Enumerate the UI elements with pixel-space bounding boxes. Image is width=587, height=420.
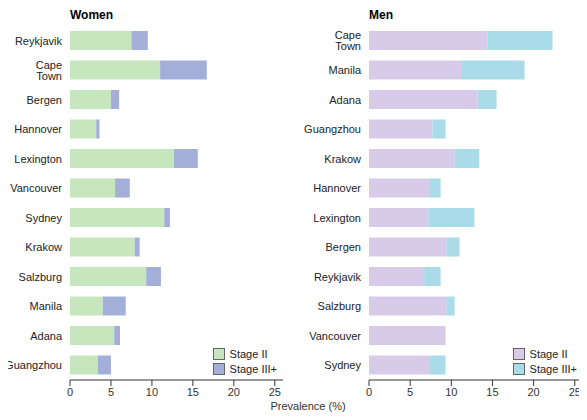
svg-text:Krakow: Krakow: [324, 153, 361, 165]
html-text:Men: Men: [369, 8, 393, 22]
svg-text:CapeTown: CapeTown: [335, 29, 361, 52]
html-text:Stage III+: Stage III+: [529, 363, 577, 375]
svg-text:Hannover: Hannover: [313, 182, 361, 194]
svg-text:0: 0: [67, 386, 73, 398]
svg-text:0: 0: [366, 386, 372, 398]
svg-text:15: 15: [486, 386, 498, 398]
svg-text:10: 10: [445, 386, 457, 398]
svg-text:Bergen: Bergen: [27, 94, 62, 106]
svg-text:25: 25: [569, 386, 579, 398]
svg-text:Guangzhou: Guangzhou: [8, 359, 62, 371]
svg-text:Sydney: Sydney: [324, 359, 361, 371]
svg-text:25: 25: [269, 386, 281, 398]
svg-text:Manila: Manila: [329, 64, 362, 76]
svg-text:5: 5: [407, 386, 413, 398]
svg-text:Guangzhou: Guangzhou: [304, 123, 361, 135]
svg-text:Salzburg: Salzburg: [318, 300, 361, 312]
svg-text:20: 20: [228, 386, 240, 398]
svg-text:15: 15: [187, 386, 199, 398]
svg-text:Reykjavik: Reykjavik: [314, 271, 362, 283]
svg-text:Adana: Adana: [30, 330, 63, 342]
svg-text:Vancouver: Vancouver: [309, 330, 361, 342]
svg-text:Manila: Manila: [30, 300, 63, 312]
svg-text:Krakow: Krakow: [25, 241, 62, 253]
svg-text:Reykjavik: Reykjavik: [15, 35, 63, 47]
svg-text:Adana: Adana: [329, 94, 362, 106]
svg-text:Vancouver: Vancouver: [10, 182, 62, 194]
svg-text:Salzburg: Salzburg: [19, 271, 62, 283]
html-text:Stage III+: Stage III+: [229, 363, 277, 375]
svg-text:Lexington: Lexington: [313, 212, 361, 224]
html-text:Stage II: Stage II: [529, 348, 568, 360]
svg-text:10: 10: [146, 386, 158, 398]
svg-text:CapeTown: CapeTown: [36, 59, 62, 82]
html-text:Prevalence (%): Prevalence (%): [270, 400, 346, 412]
html-text:Women: Women: [70, 8, 114, 22]
svg-text:Lexington: Lexington: [14, 153, 62, 165]
svg-text:20: 20: [527, 386, 539, 398]
svg-text:5: 5: [108, 386, 114, 398]
svg-text:Bergen: Bergen: [326, 241, 361, 253]
html-text:Stage II: Stage II: [229, 348, 268, 360]
svg-text:Sydney: Sydney: [25, 212, 62, 224]
svg-text:Hannover: Hannover: [14, 123, 62, 135]
